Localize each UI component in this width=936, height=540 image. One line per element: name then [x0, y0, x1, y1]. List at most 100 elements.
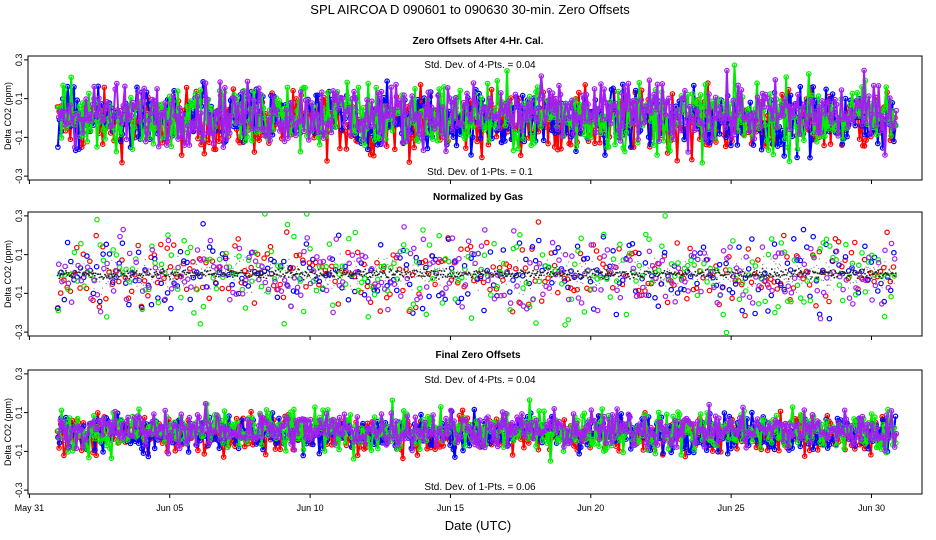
- point-normalized-spread: [516, 267, 518, 269]
- point-normalized-mean: [148, 274, 150, 276]
- point-normalized-mean: [104, 273, 106, 276]
- point-normalized-spread: [364, 283, 367, 285]
- point-normalized-spread: [319, 292, 321, 294]
- point-gas4: [255, 85, 262, 92]
- point-normalized-spread: [132, 293, 134, 295]
- point-gas4: [607, 120, 614, 127]
- point-normalized-spread: [410, 283, 412, 285]
- point-gas4: [197, 257, 204, 263]
- point-normalized-spread: [455, 277, 457, 279]
- point-gas4: [557, 91, 564, 98]
- point-gas4: [809, 99, 816, 106]
- point-normalized-mean: [412, 272, 415, 275]
- point-normalized-spread: [422, 274, 424, 276]
- point-normalized-mean: [625, 276, 628, 279]
- point-gas3: [339, 263, 346, 270]
- point-normalized-mean: [196, 272, 199, 274]
- point-normalized-spread: [477, 289, 479, 291]
- point-normalized-spread: [331, 288, 333, 290]
- point-normalized-spread: [863, 267, 866, 269]
- point-gas4: [135, 88, 141, 95]
- point-normalized-spread: [273, 261, 275, 263]
- point-normalized-mean: [211, 274, 214, 276]
- point-gas1: [779, 91, 785, 98]
- point-normalized-spread: [543, 274, 546, 276]
- point-normalized-spread: [198, 271, 201, 273]
- point-normalized-spread: [315, 282, 317, 284]
- point-gas4: [288, 99, 294, 106]
- point-normalized-mean: [673, 272, 675, 275]
- y-tick-label: 0.1: [14, 248, 24, 261]
- point-gas4: [165, 237, 172, 244]
- point-gas2: [787, 92, 794, 99]
- point-normalized-mean: [59, 274, 62, 277]
- point-normalized-spread: [838, 275, 840, 277]
- point-normalized-spread: [473, 261, 475, 263]
- point-normalized-mean: [535, 272, 538, 275]
- point-gas2: [526, 280, 533, 287]
- point-normalized-spread: [777, 266, 779, 268]
- point-gas4: [73, 134, 80, 140]
- point-normalized-mean: [154, 273, 157, 276]
- point-gas3: [581, 309, 588, 315]
- point-normalized-mean: [795, 269, 797, 271]
- point-normalized-mean: [607, 274, 610, 277]
- point-normalized-spread: [129, 280, 131, 282]
- point-gas1: [201, 150, 208, 157]
- point-normalized-mean: [732, 271, 735, 274]
- point-gas4: [67, 102, 73, 108]
- point-gas3: [707, 265, 714, 272]
- point-normalized-spread: [462, 263, 464, 265]
- point-gas3: [492, 124, 499, 131]
- point-normalized-mean: [152, 275, 155, 278]
- point-normalized-mean: [540, 274, 543, 277]
- point-gas2: [732, 281, 739, 287]
- point-normalized-mean: [604, 273, 607, 276]
- point-gas2: [423, 264, 429, 271]
- point-normalized-spread: [644, 284, 646, 286]
- point-normalized-spread: [310, 283, 312, 285]
- point-normalized-spread: [737, 269, 739, 271]
- point-gas4: [462, 282, 469, 288]
- point-gas2: [742, 275, 749, 282]
- point-gas4: [354, 123, 361, 129]
- point-gas4: [143, 138, 149, 145]
- point-normalized-mean: [171, 271, 174, 274]
- point-normalized-spread: [460, 278, 463, 280]
- point-normalized-mean: [586, 271, 588, 273]
- point-gas4: [685, 288, 691, 294]
- point-normalized-mean: [525, 279, 528, 281]
- point-normalized-spread: [186, 280, 188, 283]
- point-gas2: [164, 290, 171, 296]
- point-gas1: [688, 156, 695, 163]
- point-gas4: [733, 112, 740, 119]
- point-normalized-spread: [73, 276, 75, 278]
- point-gas1: [212, 146, 219, 153]
- point-normalized-spread: [841, 263, 843, 265]
- point-gas1: [324, 158, 330, 164]
- point-gas2: [807, 293, 813, 300]
- point-normalized-spread: [191, 275, 193, 277]
- point-gas4: [252, 258, 259, 265]
- point-normalized-spread: [780, 288, 783, 290]
- point-normalized-mean: [287, 276, 290, 278]
- point-normalized-mean: [591, 272, 594, 275]
- point-normalized-spread: [435, 280, 437, 282]
- point-gas4: [478, 243, 485, 249]
- point-gas4: [780, 112, 787, 119]
- point-gas3: [478, 94, 484, 101]
- point-normalized-spread: [755, 287, 757, 289]
- point-normalized-spread: [79, 278, 81, 280]
- point-gas4: [887, 95, 893, 101]
- point-gas4: [185, 276, 191, 283]
- point-normalized-spread: [588, 271, 590, 273]
- point-normalized-spread: [852, 282, 854, 284]
- point-normalized-mean: [728, 271, 731, 274]
- point-normalized-spread: [335, 268, 337, 270]
- point-normalized-spread: [640, 280, 643, 282]
- point-normalized-spread: [91, 259, 93, 262]
- point-normalized-mean: [84, 271, 87, 274]
- point-gas2: [758, 146, 765, 153]
- point-normalized-spread: [99, 281, 101, 283]
- point-gas3: [881, 105, 888, 111]
